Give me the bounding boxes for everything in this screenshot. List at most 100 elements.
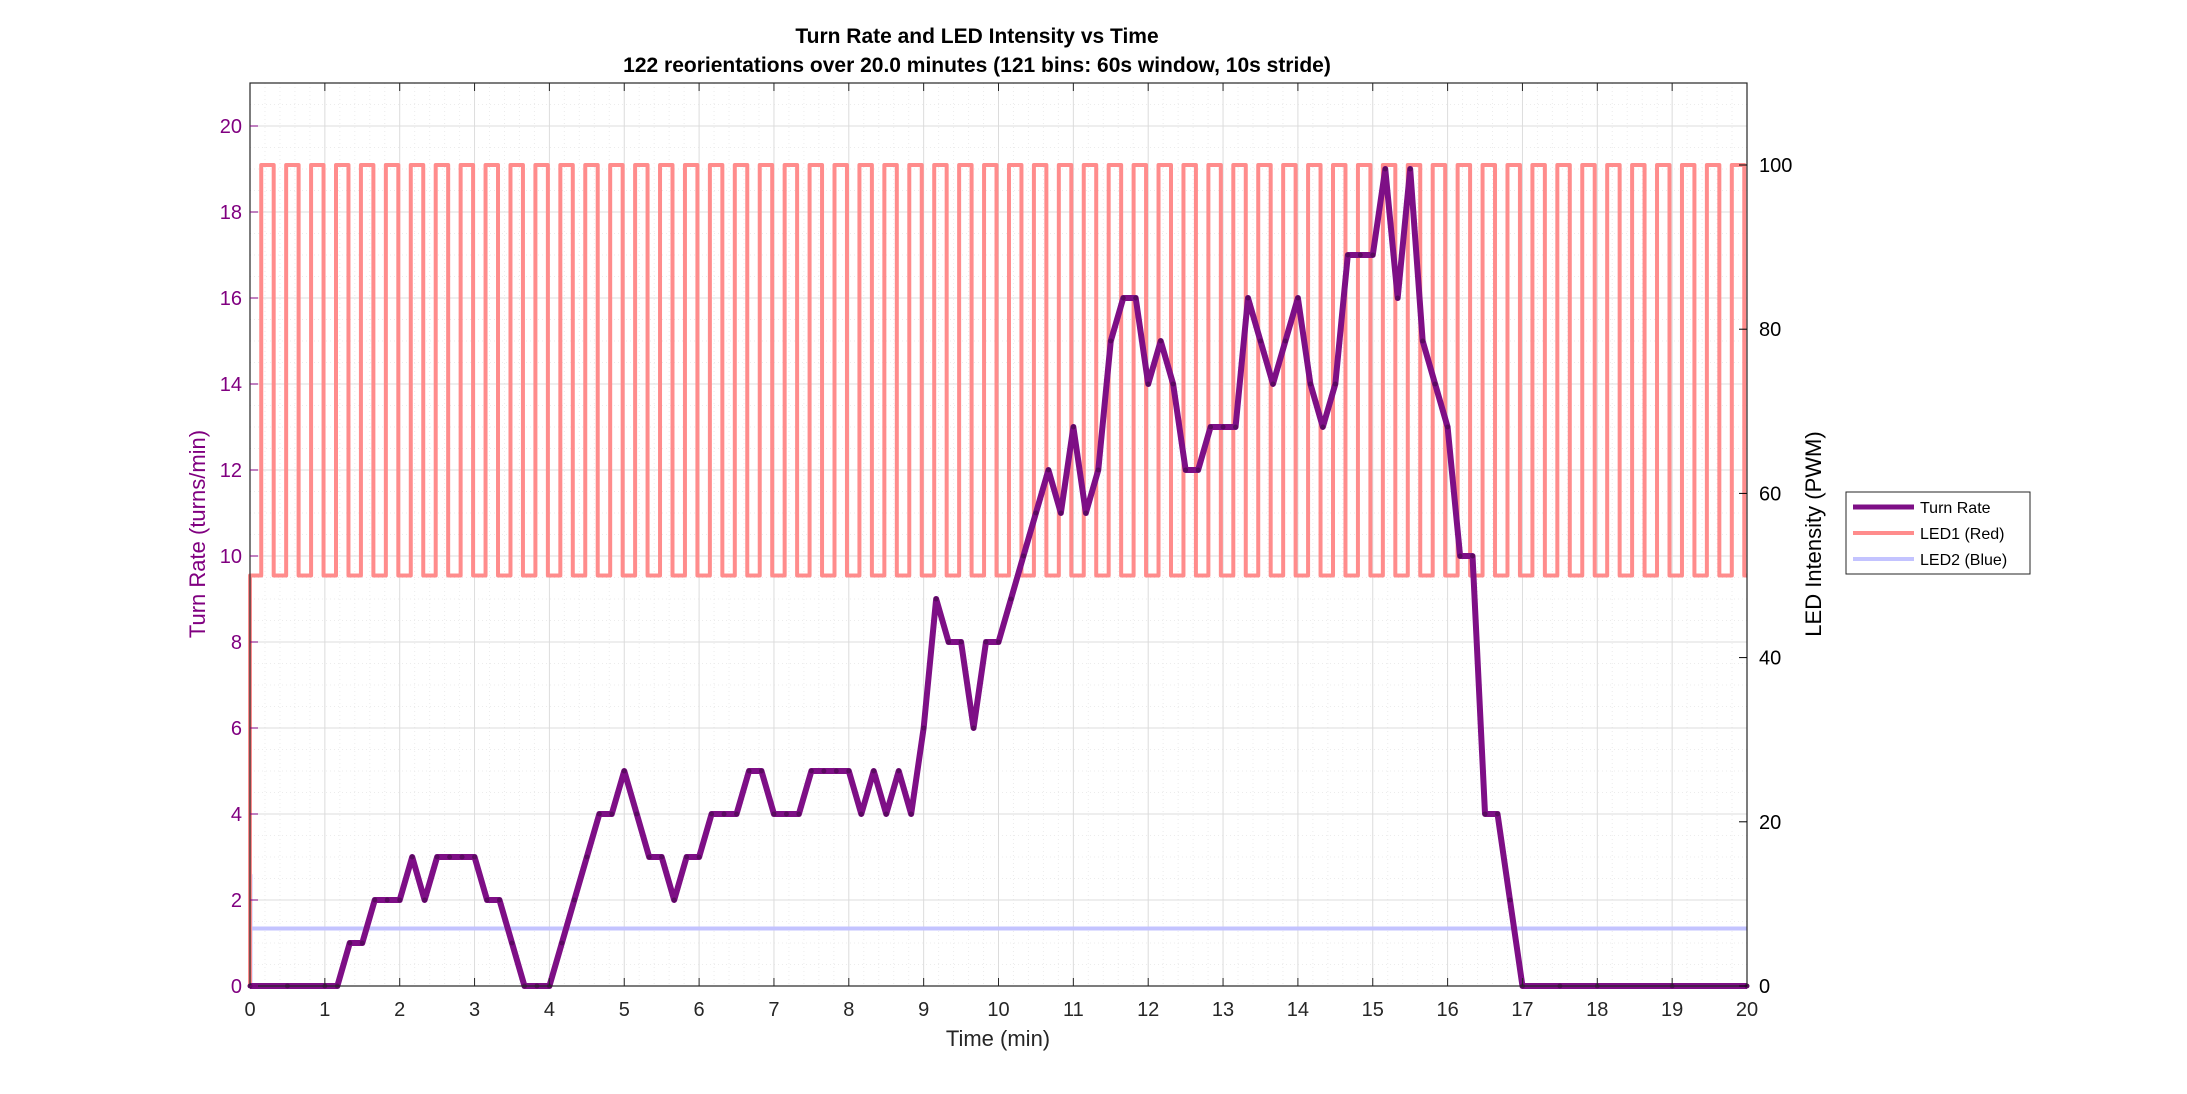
x-tick-label: 4 [544, 999, 555, 1021]
x-tick-label: 1 [319, 999, 330, 1021]
turn-rate-point [1270, 381, 1276, 387]
turn-rate-point [447, 854, 453, 860]
turn-rate-point [908, 811, 914, 817]
turn-rate-point [1008, 596, 1014, 602]
turn-rate-point [896, 768, 902, 774]
turn-rate-point [1370, 252, 1376, 258]
turn-rate-point [384, 897, 390, 903]
y-left-tick-label: 6 [231, 718, 242, 740]
y-axis-right: 0 20 40 60 80 100 [1739, 155, 1792, 998]
turn-rate-point [1257, 338, 1263, 344]
legend-label-led2: LED2 (Blue) [1920, 552, 2007, 569]
turn-rate-point [846, 768, 852, 774]
turn-rate-point [971, 725, 977, 731]
x-tick-label: 9 [918, 999, 929, 1021]
turn-rate-point [1095, 467, 1101, 473]
chart-title: Turn Rate and LED Intensity vs Time [795, 25, 1158, 48]
x-tick-label: 12 [1137, 999, 1159, 1021]
x-axis: 0 1 2 3 4 5 6 7 8 9 10 11 12 13 14 15 16 17 18 19 20 [244, 83, 1758, 1021]
turn-rate-point [1295, 295, 1301, 301]
x-tick-label: 19 [1661, 999, 1683, 1021]
y-right-tick-label: 0 [1759, 976, 1770, 998]
turn-rate-point [1495, 811, 1501, 817]
turn-rate-point [609, 811, 615, 817]
turn-rate-point [359, 940, 365, 946]
turn-rate-point [1445, 424, 1451, 430]
turn-rate-point [459, 854, 465, 860]
y-right-tick-label: 20 [1759, 812, 1781, 834]
turn-rate-point [1170, 381, 1176, 387]
turn-rate-point [1145, 381, 1151, 387]
turn-rate-point [1470, 553, 1476, 559]
turn-rate-point [347, 940, 353, 946]
y-left-tick-label: 18 [220, 202, 242, 224]
turn-rate-point [646, 854, 652, 860]
x-tick-label: 16 [1436, 999, 1458, 1021]
led1-series [248, 163, 1747, 986]
x-tick-label: 17 [1511, 999, 1533, 1021]
x-tick-label: 7 [768, 999, 779, 1021]
turn-rate-series [247, 166, 1750, 989]
y-left-tick-label: 2 [231, 890, 242, 912]
turn-rate-point [1382, 166, 1388, 172]
x-tick-label: 3 [469, 999, 480, 1021]
y-left-tick-label: 20 [220, 116, 242, 138]
y-right-tick-label: 40 [1759, 648, 1781, 670]
turn-rate-point [1507, 897, 1513, 903]
turn-rate-point [1345, 252, 1351, 258]
turn-rate-point [833, 768, 839, 774]
turn-rate-point [484, 897, 490, 903]
turn-rate-point [571, 897, 577, 903]
turn-rate-point [858, 811, 864, 817]
chart-subtitle: 122 reorientations over 20.0 minutes (12… [623, 54, 1331, 77]
turn-rate-point [1195, 467, 1201, 473]
led1-line [248, 163, 1747, 986]
turn-rate-point [1320, 424, 1326, 430]
turn-rate-point [783, 811, 789, 817]
turn-rate-point [1420, 338, 1426, 344]
turn-rate-point [509, 940, 515, 946]
turn-rate-point [1108, 338, 1114, 344]
y-right-tick-label: 100 [1759, 155, 1792, 177]
turn-rate-point [621, 768, 627, 774]
turn-rate-point [472, 854, 478, 860]
x-tick-label: 10 [987, 999, 1009, 1021]
y-left-tick-label: 10 [220, 546, 242, 568]
turn-rate-point [996, 639, 1001, 645]
turn-rate-point [946, 639, 952, 645]
y-left-tick-label: 16 [220, 288, 242, 310]
turn-rate-point [983, 639, 989, 645]
turn-rate-point [659, 854, 665, 860]
turn-rate-point [1395, 295, 1401, 301]
turn-rate-point [397, 897, 403, 903]
turn-rate-point [808, 768, 814, 774]
turn-rate-point [1158, 338, 1164, 344]
turn-rate-point [933, 596, 939, 602]
turn-rate-point [1208, 424, 1214, 430]
turn-rate-point [1233, 424, 1239, 430]
turn-rate-point [883, 811, 889, 817]
turn-rate-point [821, 768, 827, 774]
turn-rate-point [1133, 295, 1139, 301]
x-tick-label: 20 [1736, 999, 1758, 1021]
x-axis-label: Time (min) [946, 1026, 1050, 1051]
turn-rate-point [1482, 811, 1488, 817]
y-left-tick-label: 0 [231, 976, 242, 998]
x-tick-label: 13 [1212, 999, 1234, 1021]
turn-rate-point [1220, 424, 1226, 430]
turn-rate-point [596, 811, 602, 817]
y-left-tick-label: 14 [220, 374, 242, 396]
turn-rate-point [721, 811, 727, 817]
x-tick-label: 15 [1362, 999, 1384, 1021]
y-axis-left-label: Turn Rate (turns/min) [185, 430, 210, 638]
x-tick-label: 14 [1287, 999, 1309, 1021]
turn-rate-point [584, 854, 590, 860]
turn-rate-point [1045, 467, 1051, 473]
turn-rate-point [771, 811, 777, 817]
turn-rate-point [1332, 381, 1338, 387]
turn-rate-point [1307, 381, 1313, 387]
turn-rate-point [921, 725, 927, 731]
turn-rate-point [1407, 166, 1413, 172]
legend: Turn Rate LED1 (Red) LED2 (Blue) [1845, 491, 2031, 575]
